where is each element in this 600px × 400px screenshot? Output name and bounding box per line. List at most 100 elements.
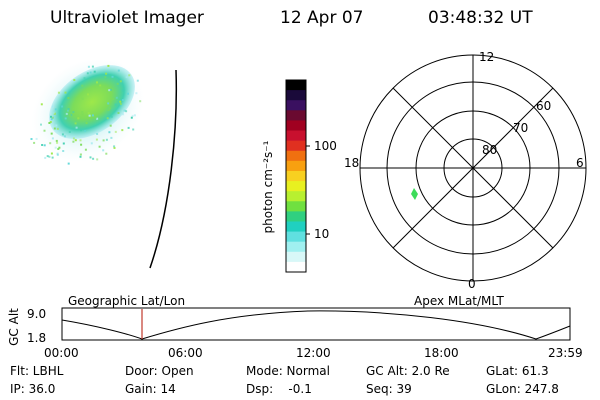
colorbar-tick-10: 10	[314, 227, 330, 241]
aurora-speckle	[48, 155, 51, 158]
aurora-speckle	[131, 114, 134, 117]
timeline-plot	[61, 307, 571, 341]
aurora-speckle	[107, 109, 110, 111]
colorbar	[285, 79, 310, 273]
aurora-speckle	[55, 124, 58, 127]
aurora-speckle	[110, 115, 113, 118]
aurora-speckle	[66, 109, 69, 112]
aurora-emission	[49, 65, 135, 139]
aurora-speckle	[84, 148, 87, 151]
aurora-speckle	[35, 137, 38, 140]
aurora-speckle	[81, 111, 84, 113]
aurora-speckle	[106, 117, 109, 120]
aurora-speckle	[81, 84, 84, 87]
aurora-speckle	[132, 128, 135, 131]
aurora-speckle	[87, 93, 89, 96]
aurora-speckle	[130, 116, 133, 119]
aurora-speckle	[114, 103, 117, 106]
colorbar-band	[286, 160, 306, 172]
colorbar-band	[286, 221, 306, 233]
aurora-speckle	[109, 88, 112, 91]
aurora-speckle	[133, 114, 136, 117]
aurora-speckle	[96, 133, 99, 135]
aurora-speckle	[68, 131, 71, 133]
aurora-speckle	[84, 130, 87, 132]
app-title: Ultraviolet Imager	[50, 8, 204, 28]
aurora-speckle	[46, 155, 49, 158]
timeline-xtick-0600: 06:00	[168, 346, 203, 360]
aurora-speckle	[48, 122, 51, 124]
colorbar-band	[286, 80, 306, 91]
aurora-speckle	[67, 162, 70, 165]
aurora-speckle	[127, 126, 130, 129]
info-mode: Mode: Normal	[246, 364, 330, 378]
aurora-speckle	[92, 157, 95, 160]
aurora-speckle	[121, 129, 124, 132]
aurora-speckle	[96, 81, 98, 84]
colorbar-band	[286, 201, 306, 212]
aurora-speckle	[72, 137, 75, 140]
mlt-label-18: 18	[344, 156, 359, 170]
aurora-speckle	[114, 130, 117, 133]
aurora-speckle	[121, 99, 124, 101]
earth-limb	[149, 69, 178, 269]
colorbar-band	[286, 150, 306, 162]
aurora-speckle	[81, 97, 84, 100]
aurora-speckle	[125, 110, 128, 113]
aurora-speckle	[40, 123, 42, 126]
aurora-speckle	[50, 118, 53, 121]
polar-diagonal-2	[392, 87, 554, 249]
lat-label-70: 70	[513, 121, 528, 135]
aurora-speckle	[77, 117, 80, 120]
aurora-speckle	[51, 137, 54, 140]
aurora-speckle	[68, 114, 71, 117]
aurora-speckle	[109, 124, 112, 127]
aurora-speckle	[57, 91, 60, 94]
aurora-speckle	[107, 102, 110, 105]
aurora-speckle	[72, 111, 75, 114]
aurora-speckle	[43, 129, 46, 132]
colorbar-band	[286, 90, 306, 101]
aurora-speckle	[99, 84, 102, 87]
aurora-speckle	[79, 139, 82, 142]
aurora-speckle	[80, 129, 82, 132]
aurora-speckle	[115, 96, 118, 99]
aurora-speckle	[96, 158, 99, 161]
aurora-speckle	[90, 142, 93, 145]
aurora-footprint	[411, 188, 418, 200]
aurora-speckle	[107, 64, 110, 67]
aurora-speckle	[53, 127, 56, 130]
colorbar-band	[286, 191, 306, 202]
aurora-speckle	[139, 100, 142, 103]
aurora-speckle	[80, 143, 83, 146]
aurora-speckle	[104, 76, 107, 79]
aurora-speckle	[89, 71, 92, 74]
aurora-speckle	[56, 152, 59, 155]
polar-plot: 12 18 6 0 60 70 80	[344, 50, 587, 290]
aurora-speckle	[41, 144, 44, 146]
aurora-speckle	[95, 138, 98, 141]
timeline-left-label: Geographic Lat/Lon	[68, 294, 186, 308]
aurora-speckle	[116, 82, 119, 85]
aurora-speckle	[52, 105, 54, 108]
aurora-speckle	[75, 126, 78, 129]
timeline-xtick-0000: 00:00	[44, 346, 79, 360]
aurora-speckle	[56, 141, 59, 144]
aurora-speckle	[110, 136, 113, 139]
aurora-speckle	[33, 141, 36, 144]
info-door: Door: Open	[125, 364, 194, 378]
timeline-xtick-2359: 23:59	[548, 346, 583, 360]
info-seq: Seq: 39	[366, 382, 412, 396]
aurora-speckle	[65, 112, 68, 115]
colorbar-band	[286, 231, 306, 243]
aurora-speckle	[54, 108, 57, 111]
time-label: 03:48:32 UT	[428, 8, 533, 28]
aurora-speckle	[93, 70, 96, 73]
aurora-speckle	[102, 149, 105, 152]
aurora-speckle	[64, 91, 67, 94]
aurora-speckle	[43, 144, 46, 147]
timeline-xtick-1800: 18:00	[424, 346, 459, 360]
colorbar-band	[286, 261, 306, 273]
aurora-speckle	[108, 89, 111, 92]
aurora-speckle	[73, 79, 76, 81]
